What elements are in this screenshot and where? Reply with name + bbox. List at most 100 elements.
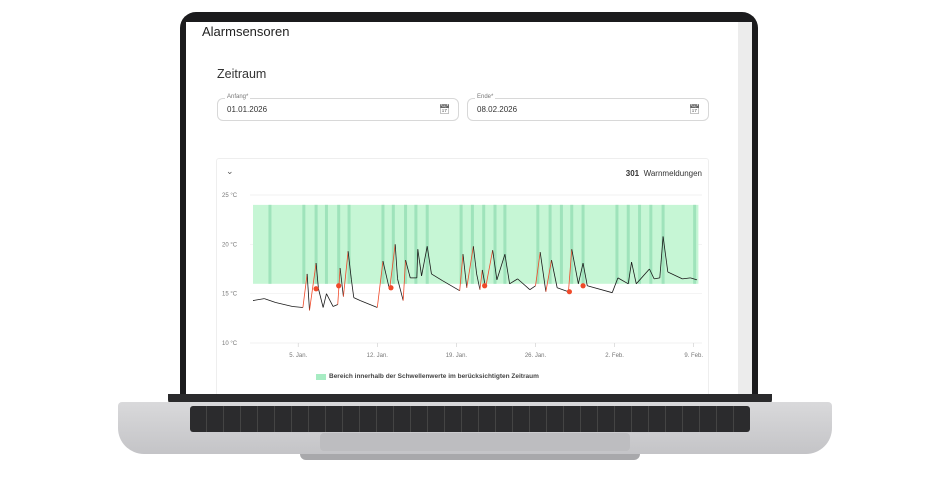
temperature-line-segment (394, 244, 398, 279)
temperature-line-segment (509, 278, 518, 285)
alarm-point (482, 283, 488, 289)
temperature-line-segment (275, 302, 293, 307)
warning-period-stripe (391, 204, 395, 284)
trackpad (320, 433, 630, 451)
chevron-down-icon[interactable]: ⌄ (226, 166, 234, 176)
temperature-line-segment (667, 271, 683, 280)
warning-period-stripe (314, 204, 318, 284)
temperature-line-segment (654, 277, 660, 280)
temperature-line-segment (332, 304, 338, 307)
start-date-field[interactable]: Anfang* 01.01.2026 📅︎ (217, 94, 459, 121)
legend-label: Bereich innerhalb der Schwellenwerte im … (329, 373, 539, 380)
x-tick-label: 26. Jan. (525, 353, 547, 359)
temperature-line-segment (557, 287, 569, 293)
temperature-line-segment (292, 306, 303, 308)
laptop-front-edge (300, 454, 640, 460)
keyboard (190, 406, 750, 432)
temperature-line-segment (571, 249, 579, 284)
start-date-label: Anfang* (225, 94, 251, 100)
warning-period-stripe (337, 204, 341, 284)
y-tick-label: 25 °C (222, 193, 238, 199)
temperature-line-segment (485, 250, 494, 288)
temperature-line-segment (322, 293, 327, 308)
warning-period-stripe (324, 204, 328, 284)
temperature-line-segment (264, 298, 276, 303)
temperature-line-segment (462, 254, 468, 288)
temperature-line-segment (496, 254, 506, 280)
scrollbar[interactable] (738, 22, 752, 394)
warning-period-stripe (404, 204, 408, 284)
warning-period-stripe (302, 204, 306, 284)
end-date-label: Ende* (475, 94, 496, 100)
temperature-line-segment (582, 263, 588, 286)
warning-period-stripe (268, 204, 272, 284)
temperature-line-segment (318, 288, 324, 308)
temperature-line-segment (405, 260, 411, 278)
warning-period-stripe (347, 204, 351, 284)
x-tick-label: 19. Jan. (446, 353, 468, 359)
temperature-line-segment (382, 261, 390, 290)
end-date-value: 08.02.2026 (477, 105, 518, 114)
temperature-line-segment (611, 277, 619, 293)
warning-period-stripe (536, 204, 540, 284)
temperature-line-segment (442, 280, 460, 292)
y-tick-label: 20 °C (222, 242, 238, 248)
warning-period-stripe (638, 204, 642, 284)
alarm-point (580, 283, 586, 289)
temperature-line-segment (627, 262, 632, 284)
warning-period-stripe (649, 204, 653, 284)
warning-period-stripe (548, 204, 552, 284)
temperature-line-segment (577, 262, 584, 284)
end-date-field[interactable]: Ende* 08.02.2026 📅︎ (467, 94, 709, 121)
temperature-line-segment (431, 273, 443, 282)
warning-period-stripe (661, 204, 665, 284)
app-title: Alarmsensoren (202, 24, 290, 39)
temperature-line-segment (631, 262, 637, 284)
temperature-line-segment (476, 273, 481, 290)
warning-period-stripe (693, 204, 697, 284)
calendar-icon[interactable]: 📅︎ (438, 104, 450, 114)
temperature-line-segment (617, 277, 629, 285)
warning-period-stripe (414, 204, 418, 284)
temperature-line-segment (339, 267, 344, 297)
temperature-line-segment (417, 249, 422, 276)
temperature-line-segment (649, 268, 655, 280)
temperature-line-segment (302, 273, 308, 308)
threshold-band (253, 204, 699, 284)
warning-count: 301 Warnmeldungen (626, 169, 702, 178)
alarm-point (336, 283, 342, 289)
temperature-line-segment (492, 250, 498, 280)
temperature-line-segment (360, 300, 378, 308)
warning-period-stripe (482, 204, 486, 284)
temperature-line-segment (504, 254, 510, 284)
laptop-hinge (168, 394, 772, 404)
legend-swatch (316, 374, 326, 380)
temperature-line-segment (690, 277, 698, 281)
temperature-line-segment (343, 251, 349, 297)
x-tick-label: 12. Jan. (367, 353, 389, 359)
warning-count-value: 301 (625, 169, 640, 178)
warning-period-stripe (626, 204, 630, 284)
warning-period-stripe (425, 204, 429, 284)
section-title: Zeitraum (217, 67, 267, 81)
temperature-line-segment (376, 261, 384, 308)
temperature-line-segment (389, 244, 396, 290)
temperature-line-segment (426, 246, 432, 274)
temperature-line-segment (545, 260, 552, 292)
temperature-line-segment (466, 246, 474, 288)
temperature-line-segment (347, 251, 352, 280)
temperature-line-segment (479, 269, 483, 290)
alarm-point (313, 286, 319, 292)
alarm-point (388, 285, 394, 291)
warning-count-label: Warnmeldungen (643, 169, 702, 178)
x-tick-label: 2. Feb. (605, 353, 624, 359)
x-tick-label: 5. Jan. (289, 353, 307, 359)
temperature-line-segment (587, 285, 613, 294)
temperature-line-segment (529, 285, 536, 291)
calendar-icon[interactable]: 📅︎ (688, 104, 700, 114)
temperature-line-segment (535, 252, 541, 286)
warning-period-stripe (503, 204, 507, 284)
temperature-line-segment (397, 278, 404, 301)
temperature-line-segment (306, 273, 310, 311)
